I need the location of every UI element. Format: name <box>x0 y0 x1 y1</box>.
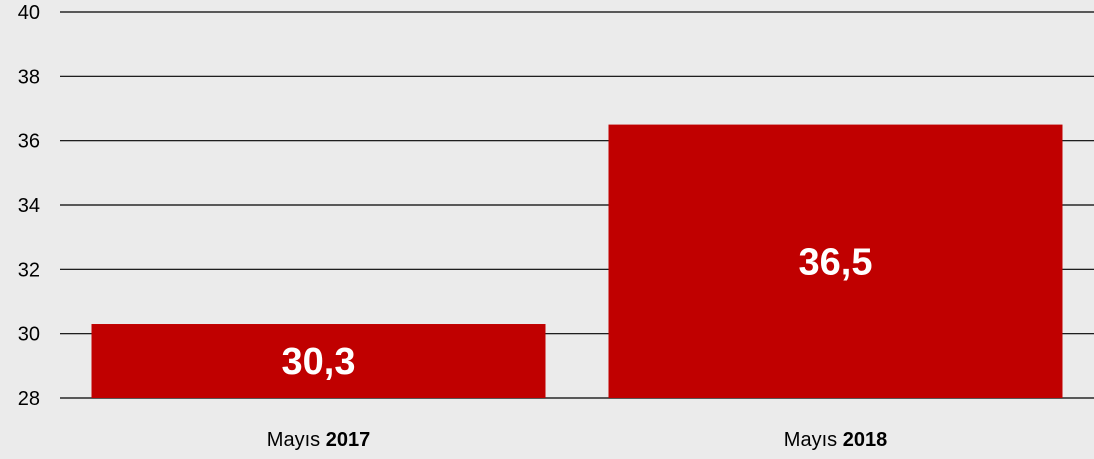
data-label-2017: 30,3 <box>282 341 356 383</box>
category-year: 2018 <box>843 429 888 451</box>
bars <box>91 124 1063 398</box>
y-tick-label-34: 34 <box>18 195 40 217</box>
y-tick-label-38: 38 <box>18 66 40 88</box>
category-prefix: Mayıs <box>784 429 843 451</box>
y-tick-label-30: 30 <box>18 324 40 346</box>
category-label-2018: Mayıs 2018 <box>784 429 887 451</box>
category-year: 2017 <box>326 429 371 451</box>
category-prefix: Mayıs <box>267 429 326 451</box>
category-label-2017: Mayıs 2017 <box>267 429 370 451</box>
y-tick-label-40: 40 <box>18 2 40 24</box>
y-tick-label-36: 36 <box>18 131 40 153</box>
data-labels: 30,3 36,5 <box>282 241 873 383</box>
y-axis-tick-labels: 28 30 32 34 36 38 40 <box>18 2 40 410</box>
y-tick-label-28: 28 <box>18 388 40 410</box>
bar-2018 <box>608 124 1063 398</box>
y-tick-label-32: 32 <box>18 259 40 281</box>
x-axis-category-labels: Mayıs 2017 Mayıs 2018 <box>267 429 887 451</box>
bar-2017 <box>91 324 546 398</box>
data-label-2018: 36,5 <box>799 241 873 283</box>
